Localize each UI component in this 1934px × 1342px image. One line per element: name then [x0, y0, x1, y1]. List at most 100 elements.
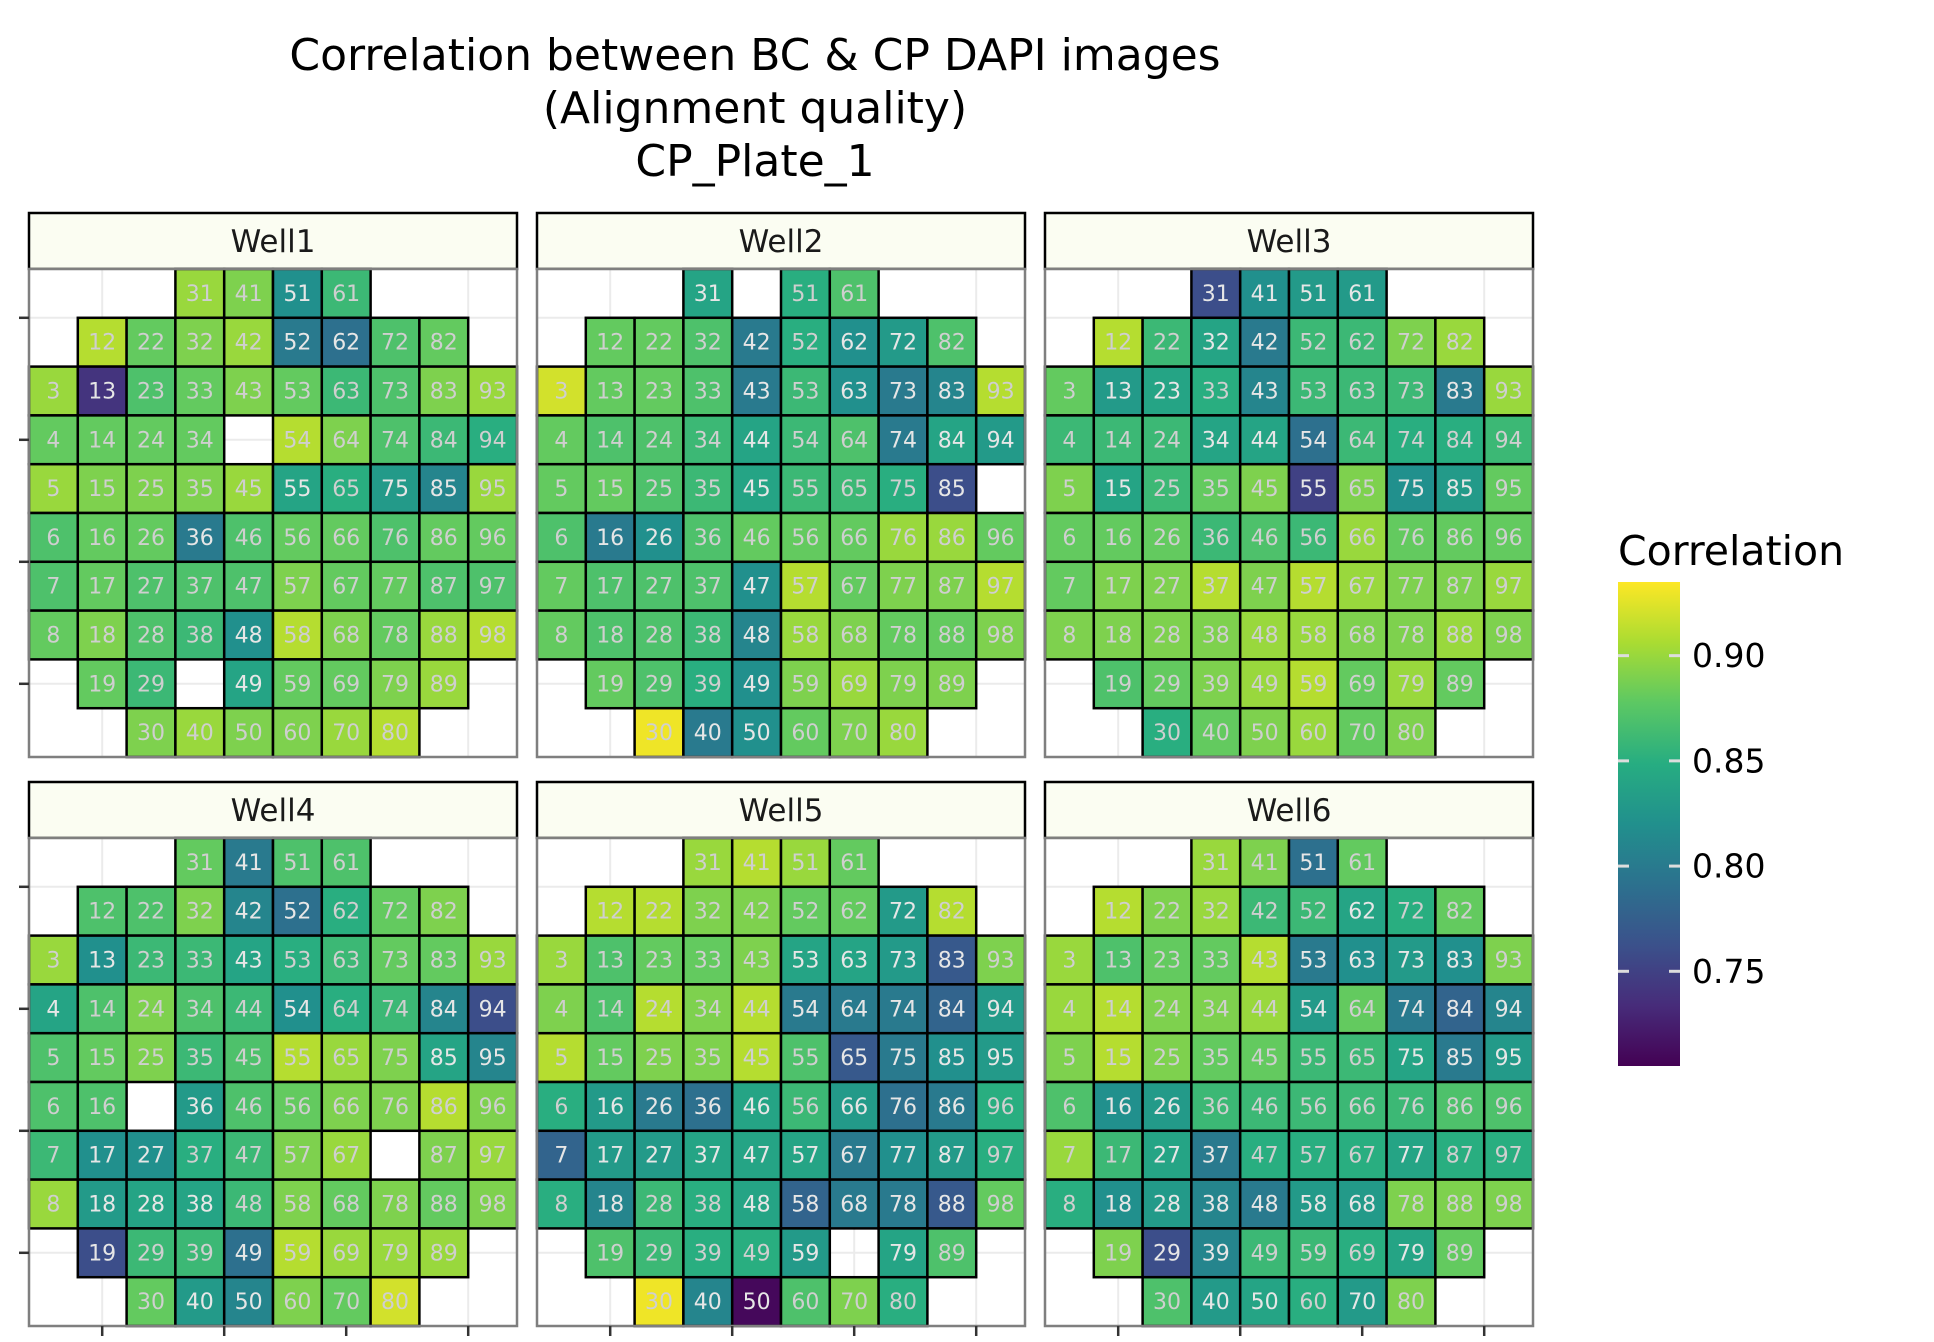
tile-site-58: 58	[271, 1178, 324, 1230]
tile-label: 52	[1299, 900, 1327, 925]
tile-label: 6	[1062, 1095, 1076, 1120]
tile-label: 95	[1495, 477, 1523, 502]
tile-label: 24	[1153, 428, 1181, 453]
tile	[1092, 934, 1144, 986]
tile	[320, 1031, 372, 1084]
tile-label: 67	[840, 575, 868, 600]
tile-label: 47	[1251, 575, 1279, 600]
tile-site-32: 32	[174, 316, 226, 368]
tile-site-89: 89	[1434, 658, 1486, 710]
tile-site-19: 19	[76, 1227, 128, 1279]
tile-label: 67	[840, 1144, 868, 1169]
tile-site-17: 17	[76, 560, 128, 612]
tile	[174, 1031, 226, 1084]
tile-label: 57	[1299, 1144, 1327, 1169]
facet-strip	[1043, 780, 1535, 840]
tile-site-15: 15	[76, 462, 128, 515]
tile-label: 26	[645, 1095, 673, 1120]
tile-label: 88	[430, 624, 458, 649]
tile-site-76: 76	[1385, 1080, 1437, 1133]
tile-label: 64	[332, 428, 360, 453]
tile	[1434, 1129, 1486, 1181]
tile-label: 43	[1251, 380, 1279, 405]
tile-label: 79	[381, 672, 409, 697]
tile-label: 24	[645, 428, 673, 453]
tile-site-68: 68	[828, 609, 880, 661]
tile-site-94: 94	[466, 414, 519, 466]
tile-site-39: 39	[174, 1227, 226, 1279]
tile-site-86: 86	[418, 1080, 470, 1133]
tile-site-4: 4	[535, 983, 588, 1035]
tile-site-63: 63	[828, 365, 880, 417]
tile	[633, 1080, 685, 1133]
tile	[1482, 1178, 1535, 1230]
tile-site-3: 3	[27, 934, 80, 986]
tile-label: 79	[381, 1241, 409, 1266]
tile-site-14: 14	[76, 414, 128, 466]
tile	[584, 934, 636, 986]
tile-site-59: 59	[1287, 658, 1340, 710]
tile-site-48: 48	[222, 609, 275, 661]
tile-label: 37	[1202, 1144, 1230, 1169]
tile-label: 4	[554, 997, 568, 1022]
tile-label: 8	[46, 624, 60, 649]
tile-label: 63	[1348, 949, 1376, 974]
tile-label: 16	[88, 526, 116, 551]
tile-label: 50	[743, 1290, 771, 1315]
tile-site-36: 36	[174, 511, 226, 564]
tile	[779, 1227, 832, 1279]
tile-site-32: 32	[1190, 885, 1242, 937]
tile-label: 54	[1299, 997, 1327, 1022]
tile-site-47: 47	[222, 1129, 275, 1181]
tile-label: 3	[554, 949, 568, 974]
tile-site-70: 70	[1336, 1275, 1388, 1328]
tile	[271, 365, 324, 417]
tile-label: 55	[1299, 477, 1327, 502]
tile-site-50: 50	[222, 706, 275, 759]
tile-site-12: 12	[1092, 316, 1144, 368]
tile	[125, 658, 177, 710]
tile-label: 61	[332, 282, 360, 307]
tile	[76, 1227, 128, 1279]
tile	[125, 414, 177, 466]
tile-label: 55	[283, 1046, 311, 1071]
tile-site-53: 53	[271, 934, 324, 986]
tile-site-23: 23	[633, 934, 685, 986]
tile-label: 72	[1397, 331, 1425, 356]
tile-label: 78	[381, 1193, 409, 1218]
tile-site-73: 73	[369, 934, 421, 986]
tile	[1190, 658, 1242, 710]
tile-label: 70	[840, 721, 868, 746]
tile	[535, 560, 588, 612]
tile-site-47: 47	[1238, 560, 1291, 612]
tile-label: 19	[596, 672, 624, 697]
tile-site-62: 62	[828, 885, 880, 937]
tile-site-35: 35	[682, 1031, 734, 1084]
tile-site-77: 77	[1385, 1129, 1437, 1181]
tile	[1141, 316, 1193, 368]
tile	[320, 414, 372, 466]
tile	[418, 414, 470, 466]
tile-label: 77	[889, 1144, 917, 1169]
tile-label: 37	[694, 575, 722, 600]
tile-label: 32	[186, 331, 214, 356]
tile	[369, 511, 421, 564]
tile-site-57: 57	[779, 1129, 832, 1181]
tile-site-34: 34	[174, 983, 226, 1035]
tile-site-76: 76	[1385, 511, 1437, 564]
tile	[1141, 560, 1193, 612]
tile-site-30: 30	[633, 706, 685, 759]
tile-site-75: 75	[369, 462, 421, 515]
tile-site-3: 3	[27, 365, 80, 417]
tile-label: 88	[938, 1193, 966, 1218]
tile	[125, 609, 177, 661]
tile-site-54: 54	[271, 983, 324, 1035]
tile-site-65: 65	[320, 462, 372, 515]
tile-label: 68	[1348, 1193, 1376, 1218]
tile-site-39: 39	[1190, 1227, 1242, 1279]
tile-label: 55	[283, 477, 311, 502]
tile-site-31: 31	[1190, 267, 1242, 320]
tile	[1238, 658, 1291, 710]
tile-site-72: 72	[369, 316, 421, 368]
